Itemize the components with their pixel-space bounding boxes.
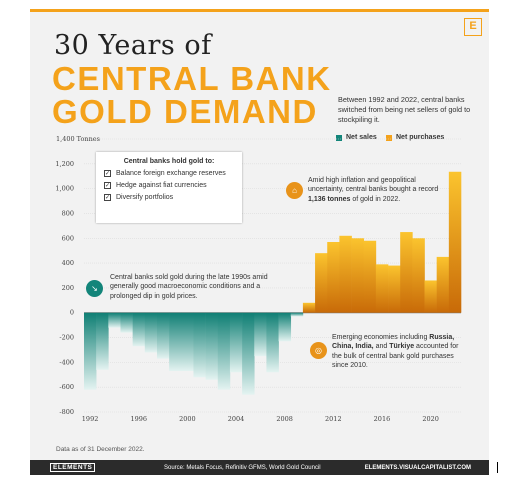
- purchase-bar: [412, 238, 425, 313]
- footer: ELEMENTS Source: Metals Focus, Refinitiv…: [30, 460, 489, 475]
- sales-bar: [144, 312, 158, 353]
- x-tick-label: 2008: [276, 415, 293, 423]
- legend-net-purchases: Net purchases: [386, 134, 444, 141]
- y-tick-label: 800: [62, 209, 74, 217]
- annotation-sales-1990s: Central banks sold gold during the late …: [110, 274, 268, 300]
- sales-bar: [169, 312, 182, 372]
- checkbox-icon: ✓: [104, 182, 111, 189]
- y-tick-label: -600: [59, 383, 74, 391]
- purchase-bar: [327, 241, 340, 313]
- annotation-emerging-economies: Emerging economies including Russia, Chi…: [332, 334, 459, 370]
- infographic-card: 30 Years of CENTRAL BANK GOLD DEMAND E B…: [30, 9, 489, 475]
- reasons-title: Central banks hold gold to:: [123, 158, 215, 165]
- x-tick-label: 2000: [179, 415, 196, 423]
- purchase-bar: [363, 240, 377, 313]
- purchase-bar: [400, 232, 413, 313]
- gold-demand-chart: -800 -600 -400 -200 0 200 400 600 800 1,000 1,200 1…: [55, 135, 462, 423]
- title-line-3: GOLD DEMAND: [52, 93, 318, 130]
- purchase-bar: [388, 265, 401, 313]
- y-tick-label: -800: [59, 408, 74, 416]
- y-tick-label: 400: [62, 259, 74, 267]
- sales-bar: [278, 312, 292, 342]
- y-tick-label: 0: [70, 309, 74, 317]
- y-tick-label: 200: [62, 284, 74, 292]
- x-tick-label: 1992: [82, 415, 99, 423]
- reason-item: ✓ Diversify portfolios: [104, 194, 234, 201]
- x-tick-label: 2012: [325, 415, 342, 423]
- y-tick-label: 1,000: [55, 185, 74, 193]
- sales-bar: [254, 312, 267, 357]
- sales-bar: [242, 312, 255, 395]
- x-tick-label: 1996: [130, 415, 147, 423]
- footer-source: Source: Metals Focus, Refinitiv GFMS, Wo…: [164, 464, 321, 471]
- footer-brand: ELEMENTS: [50, 463, 96, 472]
- edge-marker: [497, 462, 498, 473]
- y-tick-label: 1,400 Tonnes: [56, 135, 100, 143]
- legend-net-sales-label: Net sales: [346, 134, 377, 141]
- purchase-bar: [436, 256, 450, 313]
- purchase-bar: [339, 235, 352, 313]
- sales-bar: [217, 312, 231, 390]
- footer-site[interactable]: ELEMENTS.VISUALCAPITALIST.COM: [364, 464, 471, 471]
- legend-net-purchases-swatch: [386, 134, 392, 141]
- reason-item: ✓ Hedge against fiat currencies: [104, 182, 234, 189]
- sales-bar: [156, 312, 170, 359]
- x-tick-label: 2020: [422, 415, 439, 423]
- checkbox-icon: ✓: [104, 170, 111, 177]
- purchase-bar: [315, 253, 328, 313]
- footnote: Data as of 31 December 2022.: [56, 446, 145, 453]
- legend-net-sales: Net sales: [336, 134, 377, 141]
- bank-icon: ⌂: [286, 182, 303, 199]
- sales-bar: [229, 312, 243, 373]
- y-tick-label: 600: [62, 234, 74, 242]
- sales-bar: [96, 312, 109, 370]
- sales-bar: [108, 312, 121, 328]
- reason-text: Hedge against fiat currencies: [116, 182, 207, 189]
- y-tick-label: 1,200: [55, 160, 74, 168]
- legend-net-purchases-label: Net purchases: [396, 134, 445, 141]
- x-tick-label: 2016: [374, 415, 391, 423]
- title-line-2: CENTRAL BANK: [52, 60, 332, 97]
- sales-bar: [266, 312, 279, 373]
- globe-icon: ◎: [310, 342, 327, 359]
- purchase-bar: [424, 280, 437, 313]
- y-tick-label: -200: [59, 334, 74, 342]
- reason-text: Balance foreign exchange reserves: [116, 170, 226, 177]
- sales-bar: [181, 312, 194, 372]
- purchase-bar: [302, 302, 316, 313]
- sales-bar: [120, 312, 133, 333]
- purchase-bar: [351, 238, 365, 313]
- purchase-bar: [448, 171, 462, 313]
- sales-bar: [84, 312, 97, 390]
- sales-bar: [205, 312, 219, 380]
- price-dip-icon: ↘: [86, 280, 103, 297]
- sales-bar: [132, 312, 146, 347]
- annotation-record-2022: Amid high inflation and geopolitical unc…: [308, 177, 439, 203]
- sales-bar: [193, 312, 206, 378]
- reason-item: ✓ Balance foreign exchange reserves: [104, 170, 234, 177]
- purchase-bar: [375, 264, 389, 313]
- sales-bar: [290, 312, 304, 317]
- title-line-1: 30 Years of: [54, 30, 212, 61]
- y-tick-label: -400: [59, 358, 74, 366]
- x-tick-label: 2004: [228, 415, 245, 423]
- legend-net-sales-swatch: [336, 134, 342, 141]
- reasons-box: Central banks hold gold to: ✓ Balance for…: [96, 152, 242, 223]
- subtitle: Between 1992 and 2022, central banks swi…: [338, 95, 471, 124]
- reason-text: Diversify portfolios: [116, 194, 174, 201]
- elements-logo-icon: E: [464, 18, 482, 36]
- checkbox-icon: ✓: [104, 194, 111, 201]
